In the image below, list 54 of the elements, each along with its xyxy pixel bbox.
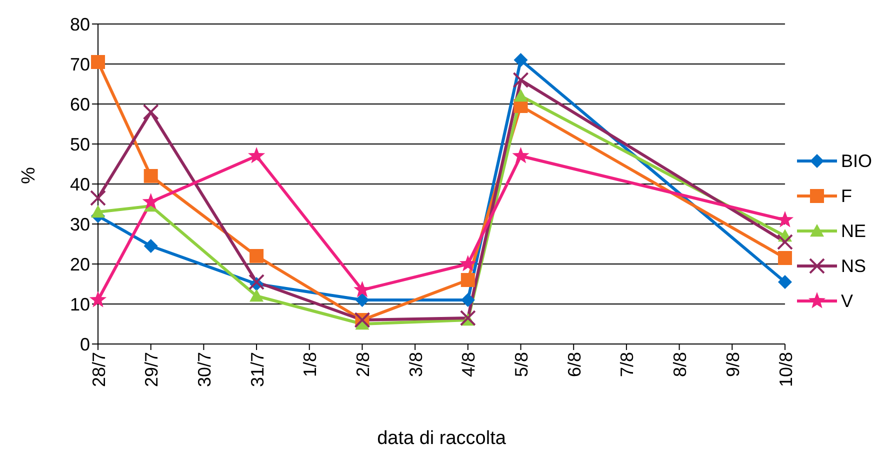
y-axis-title: % — [18, 167, 40, 184]
legend-label: V — [840, 290, 853, 312]
y-tick-label: 40 — [70, 174, 90, 194]
point — [514, 53, 528, 67]
x-tick-label: 10/8 — [776, 352, 796, 388]
y-tick-label: 20 — [70, 254, 90, 274]
point — [142, 193, 160, 210]
x-tick-label: 9/8 — [722, 352, 743, 378]
x-axis-title: data di raccolta — [377, 428, 506, 449]
point — [91, 205, 105, 218]
x-tick-label: 28/7 — [88, 352, 109, 388]
y-tick-label: 50 — [70, 134, 90, 154]
y-tick-label: 80 — [70, 14, 90, 34]
x-tick-label: 30/7 — [194, 352, 214, 388]
x-tick-label: 7/8 — [617, 352, 638, 378]
point — [355, 293, 370, 307]
y-tick-label: 30 — [70, 214, 90, 234]
point — [144, 239, 158, 253]
point — [512, 147, 530, 164]
y-tick-label: 10 — [70, 294, 90, 314]
y-tick-label: 0 — [80, 334, 90, 354]
legend-label: F — [840, 186, 852, 206]
x-tick-label: 29/7 — [142, 352, 162, 388]
x-tick-label: 1/8 — [300, 352, 320, 378]
legend-label: BIO — [840, 150, 872, 172]
point — [460, 273, 475, 287]
point — [250, 249, 264, 263]
point — [248, 147, 266, 164]
x-tick-label: 31/7 — [247, 352, 268, 388]
point — [778, 251, 792, 265]
point — [90, 190, 106, 206]
point — [514, 89, 528, 102]
point — [778, 275, 792, 289]
y-tick-label: 60 — [70, 94, 90, 114]
point — [460, 310, 476, 326]
x-tick-label: 8/8 — [670, 352, 690, 378]
x-tick-label: 5/8 — [512, 352, 532, 378]
point — [460, 293, 475, 307]
x-tick-label: 3/8 — [406, 352, 426, 378]
x-tick-label: 4/8 — [458, 352, 479, 378]
point — [142, 104, 159, 120]
legend-label: NS — [840, 256, 866, 276]
point — [459, 255, 476, 272]
x-tick-label: 6/8 — [564, 352, 584, 378]
point — [144, 169, 158, 183]
point — [89, 291, 107, 308]
point — [776, 234, 793, 250]
point — [512, 72, 529, 88]
y-tick-label: 70 — [70, 54, 90, 74]
x-tick-label: 2/8 — [353, 352, 374, 378]
point — [250, 289, 264, 302]
point — [91, 55, 105, 69]
point — [248, 274, 265, 290]
legend-label: NE — [840, 220, 866, 242]
